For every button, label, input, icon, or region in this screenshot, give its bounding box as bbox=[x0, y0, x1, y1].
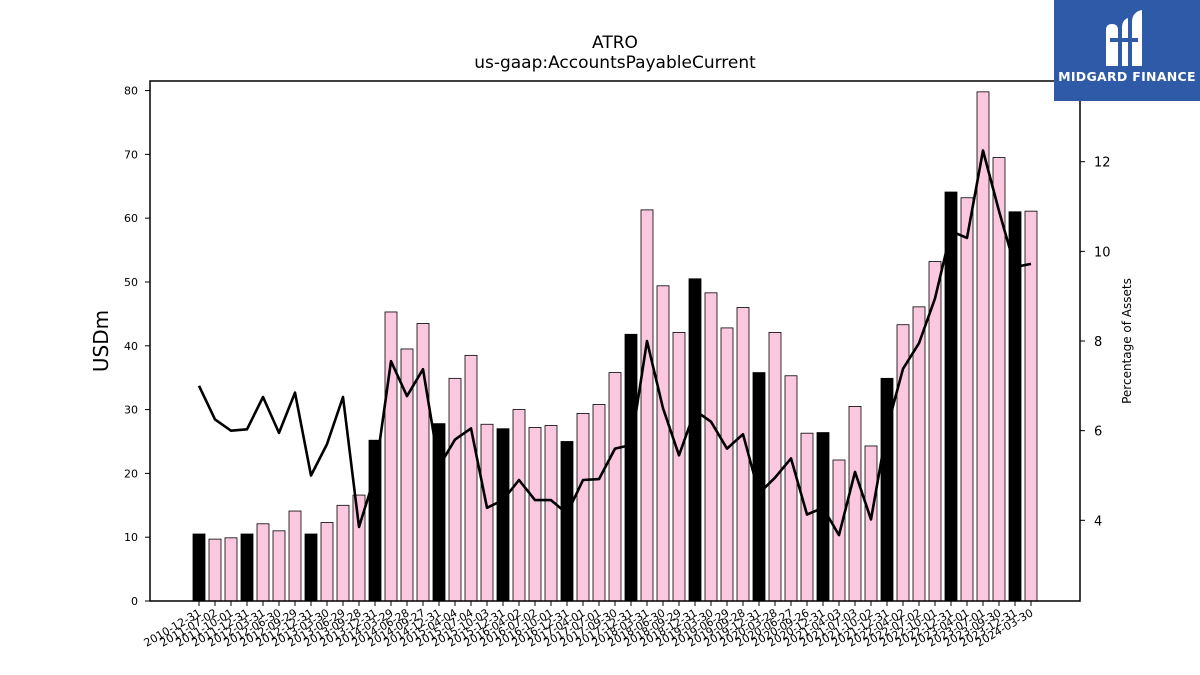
bar bbox=[368, 439, 382, 602]
bar bbox=[656, 285, 670, 602]
bar-series bbox=[192, 91, 1038, 602]
bar bbox=[688, 278, 702, 602]
y-tick-label: 20 bbox=[124, 467, 138, 480]
bar bbox=[560, 441, 574, 602]
y-tick-label: 40 bbox=[124, 340, 138, 353]
bar bbox=[528, 427, 542, 602]
bar bbox=[208, 538, 222, 602]
y-tick-label: 80 bbox=[124, 85, 138, 98]
y2-tick-label: 4 bbox=[1094, 514, 1102, 529]
bar bbox=[480, 423, 494, 602]
bar bbox=[496, 428, 510, 602]
bar bbox=[624, 333, 638, 602]
y-tick-label: 30 bbox=[124, 404, 138, 417]
y2-tick-label: 8 bbox=[1094, 335, 1102, 350]
bar bbox=[256, 523, 270, 602]
bar bbox=[288, 510, 302, 602]
axes: 0102030405060708046810122010-12-312011-0… bbox=[124, 85, 1111, 650]
bar bbox=[464, 354, 478, 602]
bar bbox=[512, 409, 526, 602]
y-tick-label: 60 bbox=[124, 212, 138, 225]
y-tick-label: 0 bbox=[131, 595, 138, 608]
y-tick-label: 50 bbox=[124, 276, 138, 289]
bar bbox=[848, 405, 862, 602]
bar bbox=[720, 327, 734, 602]
line-series bbox=[197, 149, 1032, 537]
pct-assets-line bbox=[197, 149, 1032, 537]
bar bbox=[240, 533, 254, 602]
bar bbox=[752, 372, 766, 602]
bar bbox=[768, 331, 782, 602]
bar bbox=[544, 425, 558, 602]
y2-axis-label: Percentage of Assets bbox=[1120, 278, 1134, 404]
bar bbox=[784, 375, 798, 602]
bar bbox=[320, 522, 334, 602]
bar bbox=[192, 533, 206, 602]
y2-tick-label: 6 bbox=[1094, 425, 1102, 440]
bar bbox=[272, 530, 286, 602]
bar bbox=[1024, 210, 1038, 602]
bar bbox=[864, 445, 878, 602]
bar bbox=[896, 324, 910, 602]
bar bbox=[384, 311, 398, 602]
bar bbox=[592, 404, 606, 602]
y-axis-label: USDm bbox=[89, 310, 113, 372]
chart-subtitle: us-gaap:AccountsPayableCurrent bbox=[474, 53, 756, 73]
bar bbox=[336, 504, 350, 602]
bar bbox=[960, 197, 974, 602]
bar bbox=[800, 432, 814, 602]
logo-text: MIDGARD FINANCE bbox=[1058, 69, 1196, 84]
bar bbox=[304, 533, 318, 602]
plot-frame bbox=[149, 80, 1081, 602]
bar bbox=[224, 537, 238, 602]
bar bbox=[640, 209, 654, 602]
y-tick-label: 10 bbox=[124, 531, 138, 544]
bar bbox=[448, 377, 462, 602]
bar bbox=[416, 323, 430, 602]
logo-mark-icon bbox=[1106, 10, 1142, 66]
midgard-finance-logo: MIDGARD FINANCE bbox=[1054, 0, 1200, 101]
bar bbox=[576, 413, 590, 602]
y2-tick-label: 12 bbox=[1094, 156, 1111, 171]
bar bbox=[704, 292, 718, 602]
y-tick-label: 70 bbox=[124, 148, 138, 161]
bar bbox=[672, 331, 686, 602]
bar bbox=[1008, 211, 1022, 602]
bar bbox=[432, 423, 446, 602]
chart-title: ATRO bbox=[592, 33, 638, 53]
bar bbox=[608, 372, 622, 602]
y2-tick-label: 10 bbox=[1094, 245, 1111, 260]
